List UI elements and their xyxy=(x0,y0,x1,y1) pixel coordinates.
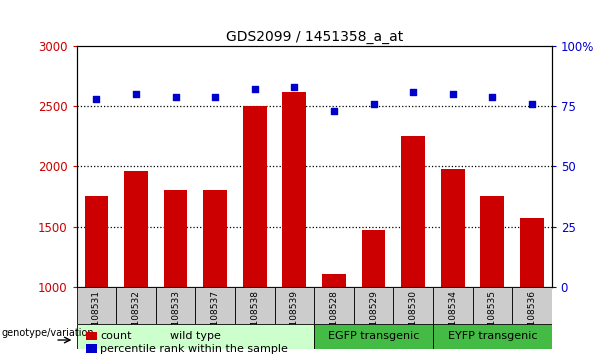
Bar xyxy=(86,344,97,353)
Text: GSM108529: GSM108529 xyxy=(369,290,378,346)
Bar xyxy=(85,196,109,287)
Bar xyxy=(473,287,512,324)
Point xyxy=(250,86,260,92)
Point xyxy=(131,91,141,97)
Text: GSM108533: GSM108533 xyxy=(171,290,180,346)
Bar xyxy=(402,136,425,287)
Bar xyxy=(116,287,156,324)
Point xyxy=(448,91,458,97)
Text: GSM108537: GSM108537 xyxy=(211,290,219,346)
Bar xyxy=(86,332,97,341)
Bar xyxy=(481,196,504,287)
Bar xyxy=(164,190,188,287)
Bar xyxy=(441,169,465,287)
Bar xyxy=(275,287,314,324)
Point xyxy=(91,96,101,102)
Bar xyxy=(512,287,552,324)
Text: GSM108536: GSM108536 xyxy=(527,290,536,346)
Text: GSM108532: GSM108532 xyxy=(132,290,140,346)
Bar xyxy=(433,324,552,349)
Text: EGFP transgenic: EGFP transgenic xyxy=(328,331,419,341)
Bar xyxy=(124,171,148,287)
Bar xyxy=(196,287,235,324)
Bar xyxy=(433,287,473,324)
Point xyxy=(408,89,418,95)
Point xyxy=(368,101,378,107)
Text: count: count xyxy=(101,331,132,341)
Bar xyxy=(314,287,354,324)
Bar xyxy=(283,92,306,287)
Title: GDS2099 / 1451358_a_at: GDS2099 / 1451358_a_at xyxy=(226,30,403,44)
Text: GSM108531: GSM108531 xyxy=(92,290,101,346)
Bar xyxy=(77,324,314,349)
Bar xyxy=(77,287,116,324)
Text: wild type: wild type xyxy=(170,331,221,341)
Point xyxy=(210,94,220,99)
Bar xyxy=(520,218,544,287)
Bar xyxy=(394,287,433,324)
Bar xyxy=(243,106,267,287)
Bar xyxy=(235,287,275,324)
Point xyxy=(329,108,339,114)
Bar xyxy=(322,274,346,287)
Point xyxy=(527,101,537,107)
Point xyxy=(170,94,180,99)
Text: GSM108538: GSM108538 xyxy=(250,290,259,346)
Text: GSM108530: GSM108530 xyxy=(409,290,417,346)
Bar xyxy=(204,190,227,287)
Text: GSM108528: GSM108528 xyxy=(329,290,338,346)
Bar xyxy=(156,287,196,324)
Bar xyxy=(354,287,394,324)
Text: percentile rank within the sample: percentile rank within the sample xyxy=(101,343,288,354)
Bar xyxy=(362,230,386,287)
Bar xyxy=(314,324,433,349)
Text: genotype/variation: genotype/variation xyxy=(1,328,94,338)
Point xyxy=(487,94,497,99)
Point xyxy=(289,84,299,90)
Text: GSM108539: GSM108539 xyxy=(290,290,299,346)
Text: EYFP transgenic: EYFP transgenic xyxy=(447,331,537,341)
Text: GSM108534: GSM108534 xyxy=(448,290,457,346)
Text: GSM108535: GSM108535 xyxy=(488,290,497,346)
